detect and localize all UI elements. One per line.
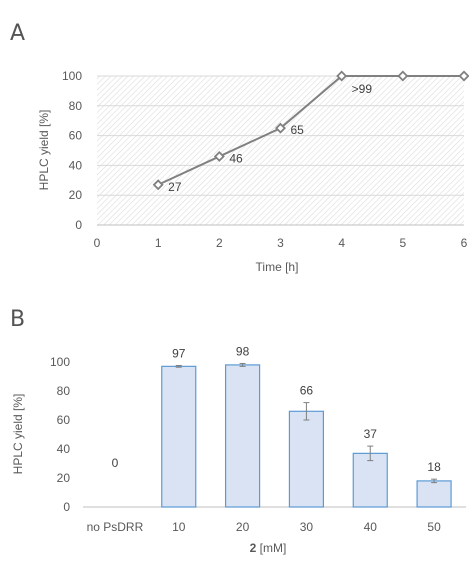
panel-a-y-axis-title: HPLC yield [%] bbox=[37, 110, 51, 191]
panel-b-y-tick-label: 20 bbox=[57, 471, 71, 485]
panel-a-series-line bbox=[157, 75, 464, 186]
panel-a-data-point bbox=[458, 70, 469, 82]
panel-b-bar bbox=[161, 365, 197, 508]
panel-b-data-label: 97 bbox=[172, 346, 186, 360]
panel-a-y-tick-label: 80 bbox=[69, 99, 83, 113]
panel-b-y-axis-title: HPLC yield [%] bbox=[11, 394, 25, 475]
panel-a-x-axis-title: Time [h] bbox=[256, 260, 299, 274]
panel-a-data-point bbox=[152, 179, 164, 191]
panel-a-x-tick-label: 0 bbox=[94, 236, 101, 250]
panel-b-x-tick-label: 30 bbox=[300, 520, 314, 534]
panel-b-x-axis-title-unit: [mM] bbox=[256, 541, 286, 555]
panel-b-data-label: 37 bbox=[364, 427, 378, 441]
panel-b-y-tick-label: 40 bbox=[57, 442, 71, 456]
panel-a-chart: 0 20 40 60 80 100 0 1 2 3 4 5 6 27 46 65 >99 bbox=[62, 69, 469, 250]
panel-b-x-tick-label: no PsDRR bbox=[87, 520, 144, 534]
panel-a-data-label: 65 bbox=[291, 123, 305, 137]
panel-a-data-point bbox=[275, 122, 286, 134]
panel-a-y-tick-label: 0 bbox=[75, 218, 82, 232]
panel-b-x-axis-title: 2 [mM] bbox=[250, 541, 287, 555]
panel-b-x-tick-label: 40 bbox=[364, 520, 378, 534]
panel-b-x-tick-label: 50 bbox=[427, 520, 441, 534]
panel-a-x-tick-label: 6 bbox=[461, 236, 468, 250]
panel-b-data-label: 0 bbox=[112, 456, 119, 470]
panel-a-data-point bbox=[397, 70, 409, 82]
panel-b-chart: 0 20 40 60 80 100 0 no PsDRR 97 10 98 20 66 30 37 40 18 5… bbox=[50, 344, 466, 534]
panel-a-data-label: 27 bbox=[168, 180, 182, 194]
panel-a-letter: A bbox=[10, 21, 25, 46]
panel-a-plot-background bbox=[97, 76, 464, 225]
panel-b-bar bbox=[416, 480, 452, 508]
panel-b-y-tick-label: 60 bbox=[57, 413, 71, 427]
panel-a-x-tick-label: 5 bbox=[399, 236, 406, 250]
panel-b-data-label: 18 bbox=[427, 460, 441, 474]
panel-b-data-label: 98 bbox=[236, 344, 250, 358]
panel-a-data-point bbox=[336, 70, 348, 82]
panel-a-data-point bbox=[213, 150, 225, 162]
panel-b-y-tick-label: 100 bbox=[50, 355, 70, 369]
panel-b-letter: B bbox=[10, 307, 25, 332]
panel-b-bar bbox=[352, 452, 388, 508]
panel-a-y-tick-label: 100 bbox=[62, 69, 82, 83]
panel-a-y-tick-label: 60 bbox=[69, 129, 83, 143]
panel-b-x-tick-label: 10 bbox=[172, 520, 186, 534]
panel-b-x-tick-label: 20 bbox=[236, 520, 250, 534]
panel-b-bar bbox=[288, 410, 325, 508]
panel-b-y-tick-label: 80 bbox=[57, 384, 71, 398]
panel-b-x-axis-title-compound: 2 bbox=[250, 541, 257, 555]
panel-a-x-tick-label: 3 bbox=[277, 236, 284, 250]
panel-a-y-tick-label: 40 bbox=[69, 158, 83, 172]
panel-b-bar bbox=[224, 364, 261, 508]
panel-a-x-tick-label: 4 bbox=[338, 236, 345, 250]
panel-a-x-tick-label: 1 bbox=[155, 236, 162, 250]
panel-a-data-label: 46 bbox=[229, 151, 243, 165]
panel-a-data-label: >99 bbox=[352, 82, 373, 96]
panel-b-data-label: 66 bbox=[300, 384, 314, 398]
panel-a-x-tick-label: 2 bbox=[216, 236, 223, 250]
panel-a-y-tick-label: 20 bbox=[69, 188, 83, 202]
panel-b-y-tick-label: 0 bbox=[63, 500, 70, 514]
